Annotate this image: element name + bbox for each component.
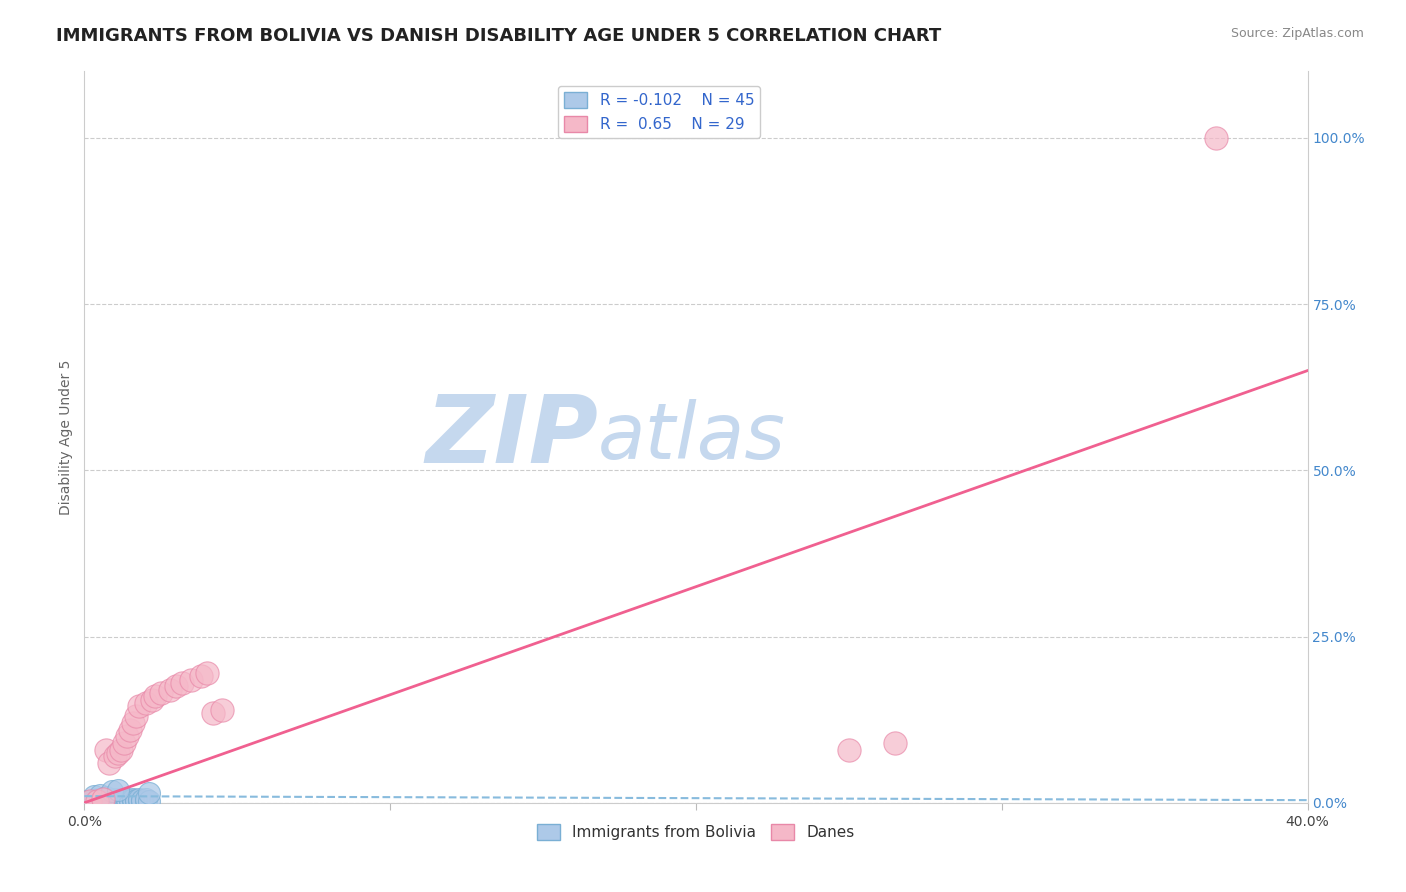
Point: [135, 794, 157, 808]
Point: [94, 790, 117, 805]
Point: [135, 792, 157, 806]
Point: [115, 792, 138, 806]
Point: [120, 795, 142, 809]
Point: [125, 709, 148, 723]
Point: [125, 795, 148, 809]
Point: [190, 669, 212, 683]
Point: [86, 794, 108, 808]
Text: Source: ZipAtlas.com: Source: ZipAtlas.com: [1230, 27, 1364, 40]
Point: [172, 676, 194, 690]
Point: [1205, 131, 1227, 145]
Point: [112, 793, 135, 807]
Point: [94, 793, 117, 807]
Point: [104, 792, 127, 806]
Text: ZIP: ZIP: [425, 391, 598, 483]
Point: [201, 706, 224, 720]
Point: [83, 789, 105, 804]
Y-axis label: Disability Age Under 5: Disability Age Under 5: [59, 359, 73, 515]
Point: [110, 794, 132, 808]
Point: [104, 794, 127, 808]
Point: [94, 795, 117, 809]
Point: [83, 793, 105, 807]
Point: [112, 795, 135, 809]
Point: [122, 716, 145, 731]
Point: [138, 786, 160, 800]
Point: [211, 703, 233, 717]
Point: [120, 793, 142, 807]
Point: [122, 792, 145, 806]
Point: [110, 792, 132, 806]
Point: [115, 729, 138, 743]
Point: [97, 794, 120, 808]
Text: atlas: atlas: [598, 399, 786, 475]
Point: [86, 794, 108, 808]
Point: [94, 742, 117, 756]
Point: [112, 736, 135, 750]
Point: [131, 795, 153, 809]
Point: [149, 686, 172, 700]
Point: [91, 794, 114, 808]
Point: [107, 746, 129, 760]
Point: [97, 756, 120, 770]
Text: IMMIGRANTS FROM BOLIVIA VS DANISH DISABILITY AGE UNDER 5 CORRELATION CHART: IMMIGRANTS FROM BOLIVIA VS DANISH DISABI…: [56, 27, 942, 45]
Point: [97, 792, 120, 806]
Point: [131, 793, 153, 807]
Point: [101, 793, 124, 807]
Point: [89, 795, 111, 809]
Point: [107, 795, 129, 809]
Point: [180, 673, 202, 687]
Point: [128, 699, 150, 714]
Point: [101, 784, 124, 798]
Point: [159, 682, 181, 697]
Point: [120, 723, 142, 737]
Point: [838, 742, 860, 756]
Point: [107, 793, 129, 807]
Point: [138, 795, 160, 809]
Point: [79, 794, 101, 808]
Legend: Immigrants from Bolivia, Danes: Immigrants from Bolivia, Danes: [531, 818, 860, 847]
Point: [115, 794, 138, 808]
Point: [128, 794, 150, 808]
Point: [91, 792, 114, 806]
Point: [135, 696, 157, 710]
Point: [89, 793, 111, 807]
Point: [89, 788, 111, 802]
Point: [128, 792, 150, 806]
Point: [101, 795, 124, 809]
Point: [122, 794, 145, 808]
Point: [107, 782, 129, 797]
Point: [76, 795, 98, 809]
Point: [83, 795, 105, 809]
Point: [165, 680, 187, 694]
Point: [195, 666, 218, 681]
Point: [883, 736, 905, 750]
Point: [79, 795, 101, 809]
Point: [125, 793, 148, 807]
Point: [143, 690, 166, 704]
Point: [110, 742, 132, 756]
Point: [91, 792, 114, 806]
Point: [141, 692, 163, 706]
Point: [104, 749, 127, 764]
Point: [86, 792, 108, 806]
